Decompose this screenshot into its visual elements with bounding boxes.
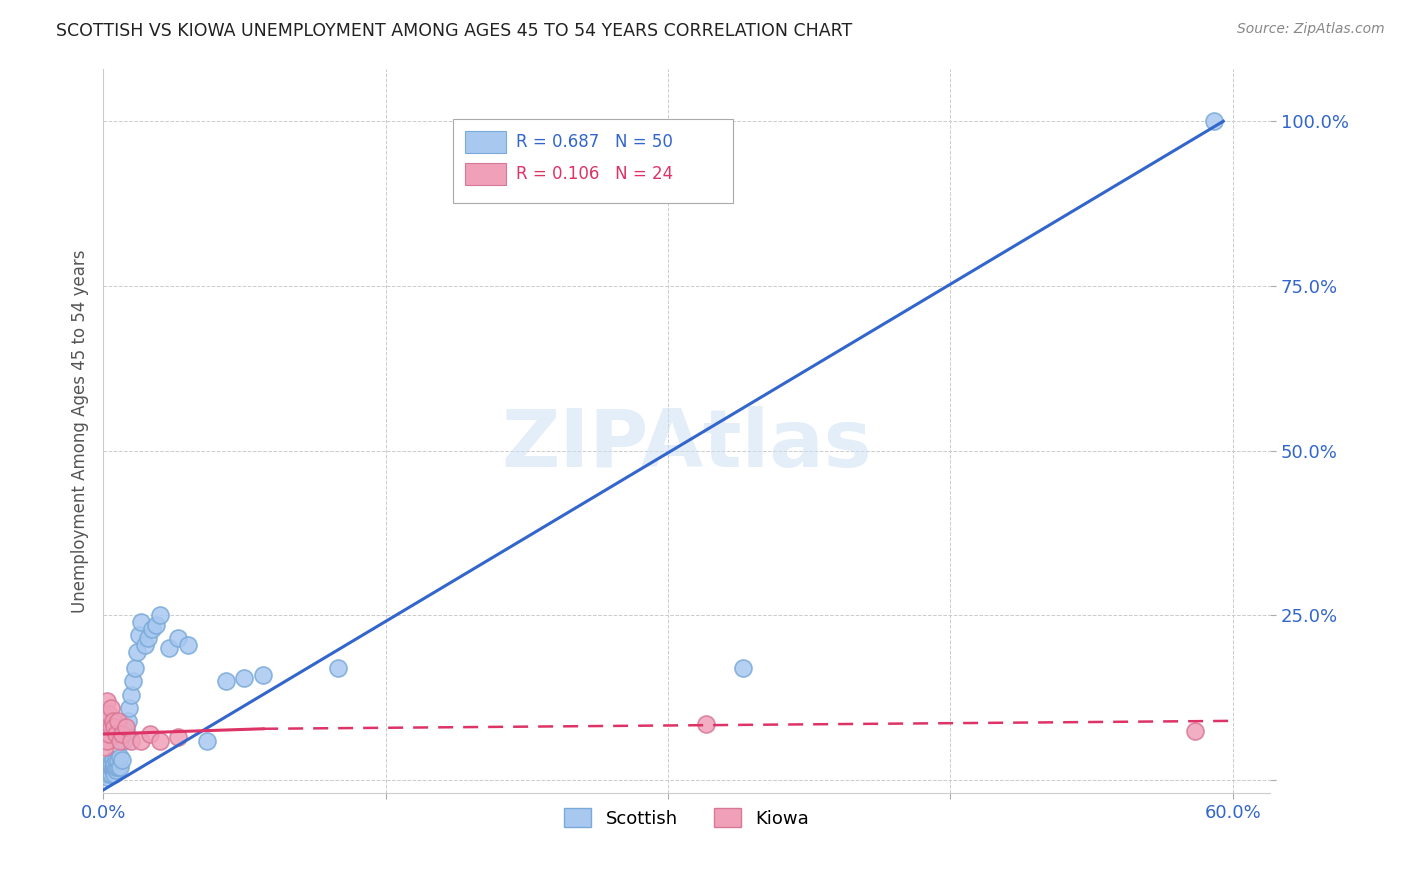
Point <box>107 714 129 728</box>
Point <box>177 638 200 652</box>
Point <box>128 628 150 642</box>
Point <box>1202 114 1225 128</box>
Text: R = 0.106   N = 24: R = 0.106 N = 24 <box>516 165 673 184</box>
Point <box>100 760 122 774</box>
Point <box>100 756 122 771</box>
Point <box>139 727 162 741</box>
Text: SCOTTISH VS KIOWA UNEMPLOYMENT AMONG AGES 45 TO 54 YEARS CORRELATION CHART: SCOTTISH VS KIOWA UNEMPLOYMENT AMONG AGE… <box>56 22 852 40</box>
Point <box>114 721 136 735</box>
Point <box>108 750 131 764</box>
Point <box>136 632 159 646</box>
Point <box>328 661 350 675</box>
Point <box>96 694 118 708</box>
Point <box>96 770 118 784</box>
Point <box>101 753 124 767</box>
Point <box>101 760 124 774</box>
Point <box>94 721 117 735</box>
Point <box>195 733 218 747</box>
Point <box>129 615 152 629</box>
Text: ZIPAtlas: ZIPAtlas <box>502 407 872 484</box>
FancyBboxPatch shape <box>465 163 506 186</box>
Point <box>141 622 163 636</box>
Point <box>167 731 190 745</box>
Point <box>114 723 136 738</box>
Point <box>105 753 128 767</box>
Point <box>108 733 131 747</box>
Point <box>117 714 139 728</box>
Point <box>120 733 142 747</box>
Point <box>107 760 129 774</box>
FancyBboxPatch shape <box>453 120 734 202</box>
Point <box>134 638 156 652</box>
Legend: Scottish, Kiowa: Scottish, Kiowa <box>557 801 817 835</box>
Point <box>103 721 125 735</box>
Point <box>101 764 124 778</box>
Y-axis label: Unemployment Among Ages 45 to 54 years: Unemployment Among Ages 45 to 54 years <box>72 249 89 613</box>
Point <box>105 760 128 774</box>
Point <box>94 740 117 755</box>
Point <box>145 618 167 632</box>
Point <box>97 727 120 741</box>
Point <box>100 700 122 714</box>
Point <box>105 727 128 741</box>
Point <box>112 733 135 747</box>
Point <box>129 733 152 747</box>
Point <box>149 733 172 747</box>
Point <box>97 707 120 722</box>
Point <box>120 688 142 702</box>
Point <box>97 764 120 778</box>
Text: Source: ZipAtlas.com: Source: ZipAtlas.com <box>1237 22 1385 37</box>
Point <box>97 766 120 780</box>
Point <box>97 756 120 771</box>
Point <box>103 756 125 771</box>
Point <box>97 760 120 774</box>
FancyBboxPatch shape <box>465 131 506 153</box>
Point <box>94 766 117 780</box>
Point <box>111 727 134 741</box>
Point <box>96 733 118 747</box>
Point <box>96 764 118 778</box>
Point <box>122 674 145 689</box>
Point <box>103 766 125 780</box>
Point <box>695 717 717 731</box>
Point <box>100 766 122 780</box>
Point <box>94 707 117 722</box>
Point <box>233 671 256 685</box>
Point <box>252 667 274 681</box>
Point <box>100 721 122 735</box>
Point <box>149 608 172 623</box>
Point <box>157 641 180 656</box>
Point <box>733 661 755 675</box>
Point <box>101 714 124 728</box>
Point <box>124 661 146 675</box>
Text: R = 0.687   N = 50: R = 0.687 N = 50 <box>516 133 673 151</box>
Point <box>96 760 118 774</box>
Point <box>1184 723 1206 738</box>
Point <box>125 645 148 659</box>
Point <box>96 714 118 728</box>
Point <box>108 760 131 774</box>
Point <box>103 760 125 774</box>
Point <box>107 753 129 767</box>
Point <box>118 700 141 714</box>
Point <box>167 632 190 646</box>
Point <box>214 674 236 689</box>
Point <box>111 753 134 767</box>
Point <box>105 764 128 778</box>
